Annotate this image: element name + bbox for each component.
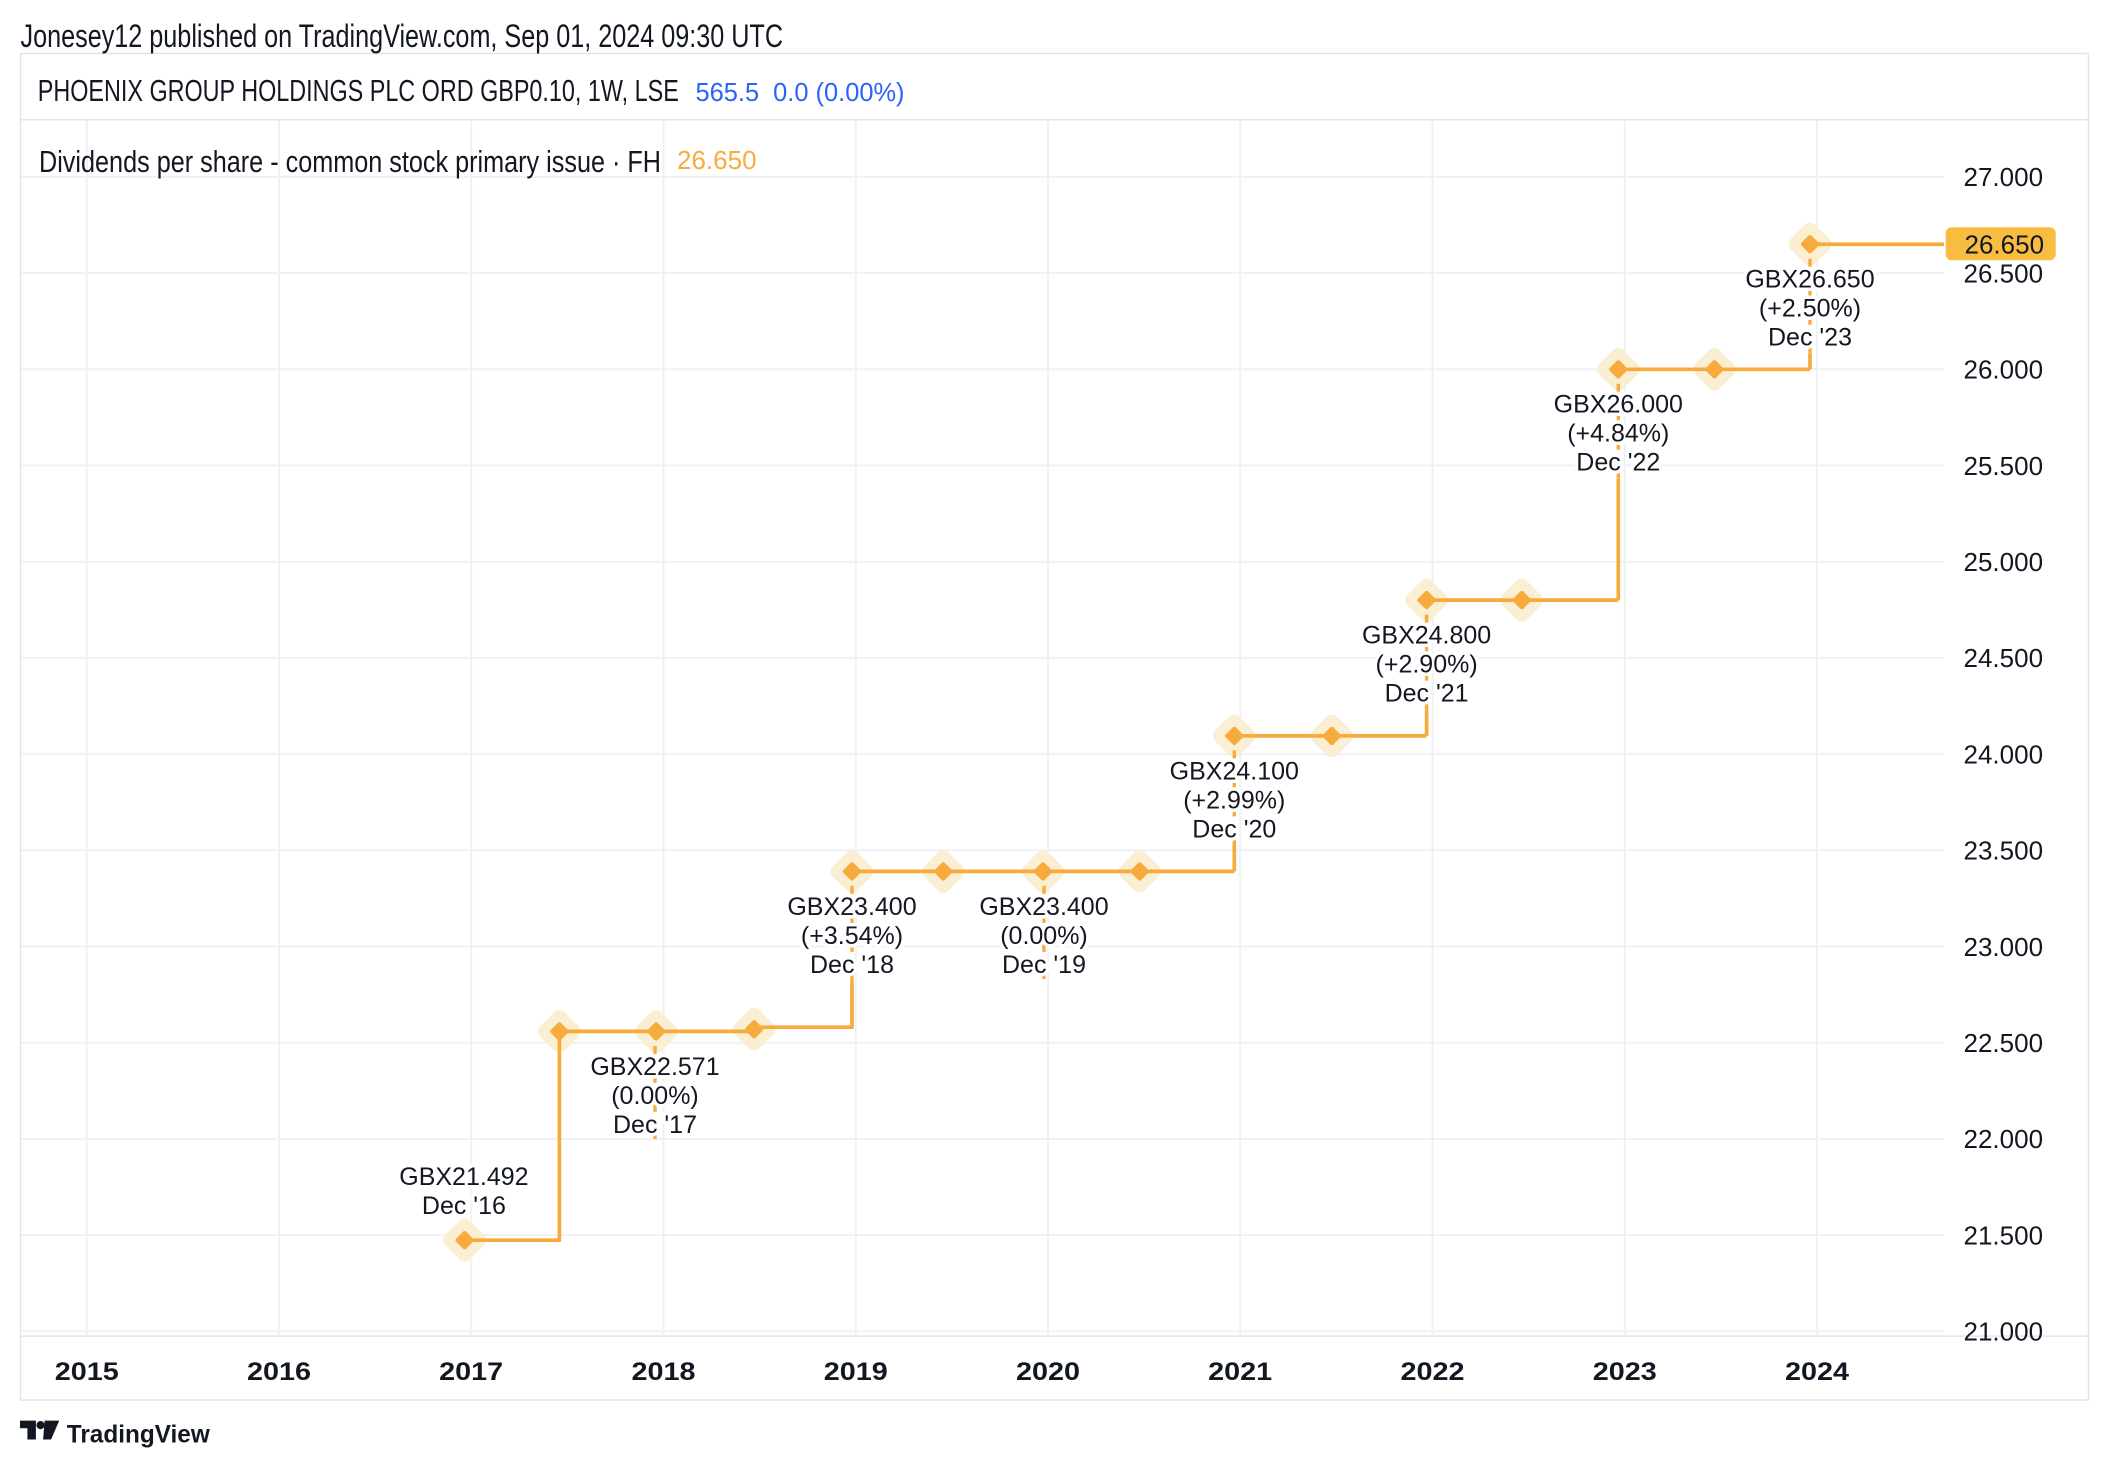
svg-text:(+2.99%): (+2.99%) <box>1183 786 1285 814</box>
svg-text:Dec '23: Dec '23 <box>1768 324 1852 352</box>
svg-text:22.000: 22.000 <box>1964 1124 2044 1154</box>
svg-text:(+2.90%): (+2.90%) <box>1376 651 1478 679</box>
svg-text:(+4.84%): (+4.84%) <box>1567 420 1669 448</box>
svg-text:23.000: 23.000 <box>1964 932 2044 962</box>
svg-text:(0.00%): (0.00%) <box>1000 922 1088 950</box>
svg-text:Dec '21: Dec '21 <box>1385 680 1469 708</box>
svg-text:26.650: 26.650 <box>1965 229 2045 259</box>
svg-text:25.500: 25.500 <box>1964 451 2044 481</box>
svg-text:Dec '17: Dec '17 <box>613 1111 697 1139</box>
svg-text:Dividends per share - common s: Dividends per share - common stock prima… <box>39 144 661 179</box>
svg-text:GBX26.650: GBX26.650 <box>1745 266 1874 294</box>
svg-text:24.000: 24.000 <box>1964 739 2044 769</box>
svg-text:26.650: 26.650 <box>677 145 757 175</box>
svg-text:Dec '16: Dec '16 <box>422 1192 506 1220</box>
svg-text:27.000: 27.000 <box>1964 162 2044 192</box>
svg-text:Dec '20: Dec '20 <box>1192 815 1276 843</box>
svg-text:(+2.50%): (+2.50%) <box>1759 295 1861 323</box>
svg-text:26.000: 26.000 <box>1964 355 2044 385</box>
svg-text:PHOENIX GROUP HOLDINGS PLC ORD: PHOENIX GROUP HOLDINGS PLC ORD GBP0.10, … <box>38 73 679 108</box>
svg-text:23.500: 23.500 <box>1964 836 2044 866</box>
svg-text:25.000: 25.000 <box>1964 547 2044 577</box>
svg-text:2023: 2023 <box>1593 1358 1657 1386</box>
svg-text:GBX23.400: GBX23.400 <box>979 893 1108 921</box>
svg-text:GBX22.571: GBX22.571 <box>590 1053 719 1081</box>
svg-text:Dec '19: Dec '19 <box>1002 951 1086 979</box>
svg-text:2017: 2017 <box>439 1358 503 1386</box>
svg-text:2021: 2021 <box>1208 1358 1272 1386</box>
svg-text:24.500: 24.500 <box>1964 643 2044 673</box>
svg-text:GBX24.100: GBX24.100 <box>1170 757 1299 785</box>
svg-text:Jonesey12 published on Trading: Jonesey12 published on TradingView.com, … <box>21 18 784 54</box>
svg-text:GBX21.492: GBX21.492 <box>399 1163 528 1191</box>
svg-text:22.500: 22.500 <box>1964 1028 2044 1058</box>
svg-text:Dec '18: Dec '18 <box>810 951 894 979</box>
svg-text:2016: 2016 <box>247 1358 311 1386</box>
svg-text:21.000: 21.000 <box>1964 1317 2044 1347</box>
svg-text:Dec '22: Dec '22 <box>1576 449 1660 477</box>
svg-text:(0.00%): (0.00%) <box>611 1082 699 1110</box>
svg-text:26.500: 26.500 <box>1964 258 2044 288</box>
svg-text:GBX26.000: GBX26.000 <box>1554 391 1683 419</box>
svg-text:2015: 2015 <box>55 1358 119 1386</box>
svg-text:2022: 2022 <box>1401 1358 1465 1386</box>
svg-text:GBX24.800: GBX24.800 <box>1362 622 1491 650</box>
svg-text:(+3.54%): (+3.54%) <box>801 922 903 950</box>
svg-text:GBX23.400: GBX23.400 <box>787 893 916 921</box>
svg-text:2024: 2024 <box>1785 1358 1849 1386</box>
svg-text:2020: 2020 <box>1016 1358 1080 1386</box>
svg-text:2019: 2019 <box>824 1358 888 1386</box>
svg-text:21.500: 21.500 <box>1964 1220 2044 1250</box>
svg-text:565.5 0.0 (0.00%): 565.5 0.0 (0.00%) <box>696 77 905 107</box>
svg-text:2018: 2018 <box>632 1358 696 1386</box>
svg-text:TradingView: TradingView <box>67 1421 211 1449</box>
